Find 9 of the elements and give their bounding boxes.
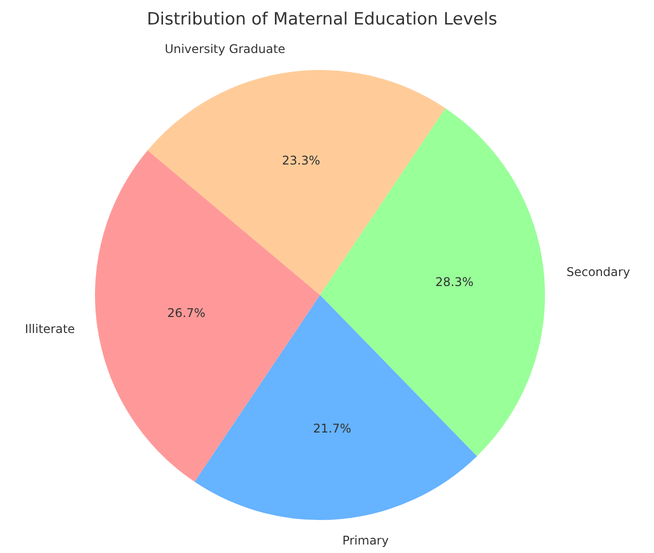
slice-label: Secondary bbox=[566, 264, 630, 279]
data-label: 26.7% bbox=[167, 306, 206, 320]
data-label: 28.3% bbox=[435, 274, 474, 289]
data-label: 23.3% bbox=[282, 153, 320, 168]
slice-label: Primary bbox=[342, 534, 389, 548]
slice-label: University Graduate bbox=[164, 42, 286, 56]
chart-title: Distribution of Maternal Education Levels bbox=[146, 9, 498, 30]
slice-label: Illiterate bbox=[24, 322, 75, 336]
data-label: 21.7% bbox=[313, 422, 352, 436]
